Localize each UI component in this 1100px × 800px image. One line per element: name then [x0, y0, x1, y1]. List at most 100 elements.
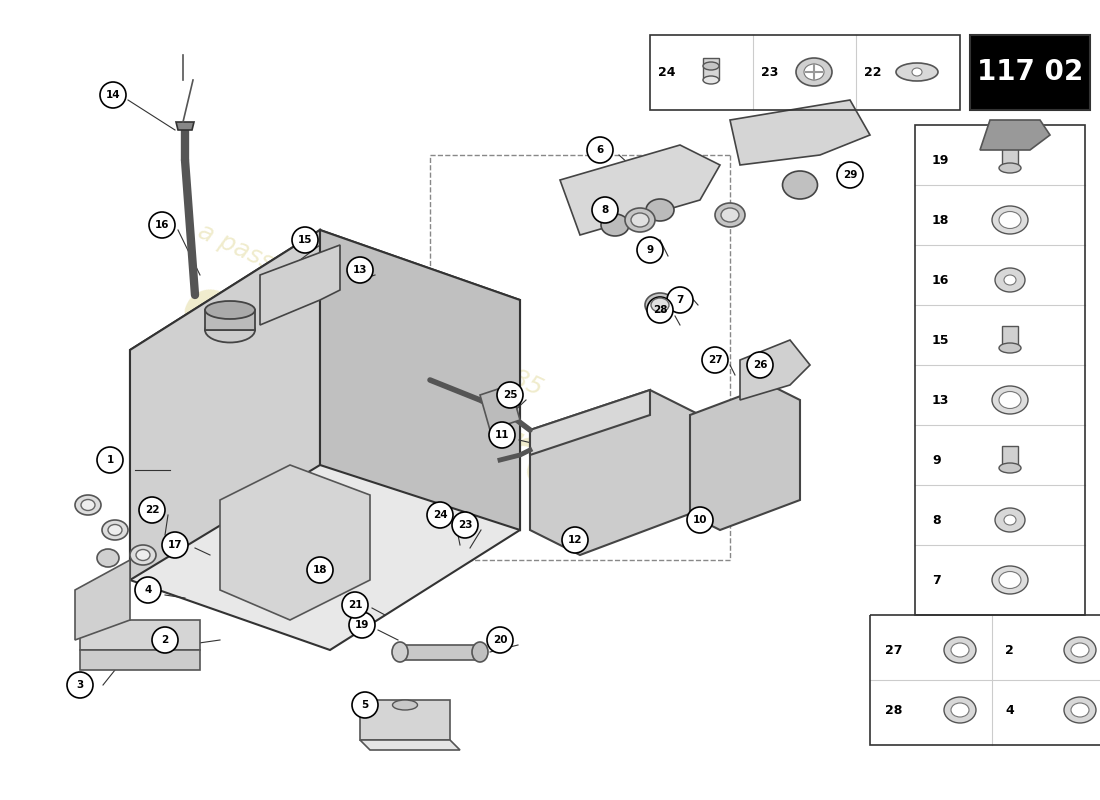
Text: 24: 24 — [432, 510, 448, 520]
Polygon shape — [980, 120, 1050, 150]
Circle shape — [497, 382, 522, 408]
Circle shape — [592, 197, 618, 223]
Bar — [870, 615, 1100, 745]
Polygon shape — [740, 340, 810, 400]
Circle shape — [452, 512, 478, 538]
Text: 15: 15 — [298, 235, 312, 245]
Polygon shape — [130, 230, 320, 580]
Polygon shape — [530, 390, 650, 455]
Ellipse shape — [952, 643, 969, 657]
Polygon shape — [320, 230, 520, 530]
Text: 26: 26 — [752, 360, 768, 370]
Ellipse shape — [992, 566, 1028, 594]
Ellipse shape — [102, 520, 128, 540]
Text: 7: 7 — [932, 574, 940, 586]
Bar — [703, 58, 719, 80]
Text: 9: 9 — [647, 245, 653, 255]
Circle shape — [292, 227, 318, 253]
Ellipse shape — [896, 63, 938, 81]
Ellipse shape — [703, 76, 719, 84]
Text: 28: 28 — [886, 703, 902, 717]
Ellipse shape — [944, 697, 976, 723]
Ellipse shape — [715, 203, 745, 227]
Circle shape — [490, 422, 515, 448]
Ellipse shape — [999, 391, 1021, 409]
Text: 24: 24 — [658, 66, 675, 78]
Ellipse shape — [804, 64, 824, 80]
Polygon shape — [80, 650, 200, 670]
Ellipse shape — [392, 642, 408, 662]
Ellipse shape — [136, 550, 150, 561]
Circle shape — [135, 577, 161, 603]
Ellipse shape — [601, 214, 629, 236]
Circle shape — [307, 557, 333, 583]
Text: 4: 4 — [1005, 703, 1014, 717]
Text: 29: 29 — [843, 170, 857, 180]
Ellipse shape — [999, 163, 1021, 173]
Text: 3: 3 — [76, 680, 84, 690]
Text: 117 02: 117 02 — [977, 58, 1084, 86]
Circle shape — [152, 627, 178, 653]
Text: 1: 1 — [107, 455, 113, 465]
Text: eurospares: eurospares — [169, 266, 630, 534]
Ellipse shape — [999, 463, 1021, 473]
Text: 8: 8 — [932, 514, 940, 526]
Ellipse shape — [97, 549, 119, 567]
Text: 12: 12 — [568, 535, 582, 545]
Text: 28: 28 — [652, 305, 668, 315]
Text: 13: 13 — [353, 265, 367, 275]
Ellipse shape — [651, 298, 669, 312]
Circle shape — [587, 137, 613, 163]
Text: 4: 4 — [144, 585, 152, 595]
Ellipse shape — [1004, 515, 1016, 525]
Ellipse shape — [625, 208, 654, 232]
Polygon shape — [690, 385, 800, 530]
Circle shape — [837, 162, 864, 188]
Ellipse shape — [796, 58, 832, 86]
Text: 27: 27 — [707, 355, 723, 365]
Ellipse shape — [393, 700, 418, 710]
Polygon shape — [220, 465, 370, 620]
Text: 22: 22 — [864, 66, 881, 78]
Polygon shape — [75, 560, 130, 640]
Polygon shape — [260, 245, 340, 325]
Polygon shape — [530, 390, 700, 555]
Ellipse shape — [996, 268, 1025, 292]
Text: 2: 2 — [162, 635, 168, 645]
Text: 23: 23 — [458, 520, 472, 530]
Ellipse shape — [1004, 275, 1016, 285]
Bar — [1002, 446, 1018, 468]
Ellipse shape — [631, 213, 649, 227]
Ellipse shape — [205, 318, 255, 342]
Text: 25: 25 — [503, 390, 517, 400]
Text: 2: 2 — [1005, 643, 1014, 657]
Ellipse shape — [999, 571, 1021, 589]
Ellipse shape — [108, 525, 122, 535]
Text: 9: 9 — [932, 454, 940, 466]
Text: 8: 8 — [602, 205, 608, 215]
Circle shape — [100, 82, 126, 108]
Text: 16: 16 — [932, 274, 949, 286]
Ellipse shape — [1064, 637, 1096, 663]
Text: 16: 16 — [155, 220, 169, 230]
Text: 6: 6 — [596, 145, 604, 155]
Ellipse shape — [999, 211, 1021, 229]
Text: 19: 19 — [932, 154, 949, 166]
Polygon shape — [360, 700, 450, 740]
Ellipse shape — [645, 293, 675, 317]
Ellipse shape — [944, 637, 976, 663]
Ellipse shape — [992, 206, 1028, 234]
Ellipse shape — [130, 545, 156, 565]
Ellipse shape — [720, 208, 739, 222]
Ellipse shape — [782, 171, 817, 199]
Circle shape — [637, 237, 663, 263]
Bar — [1002, 146, 1018, 168]
Circle shape — [67, 672, 94, 698]
Text: 15: 15 — [932, 334, 949, 346]
Text: 5: 5 — [362, 700, 369, 710]
Ellipse shape — [996, 508, 1025, 532]
Text: 11: 11 — [495, 430, 509, 440]
Circle shape — [647, 297, 673, 323]
Ellipse shape — [992, 386, 1028, 414]
Circle shape — [342, 592, 369, 618]
